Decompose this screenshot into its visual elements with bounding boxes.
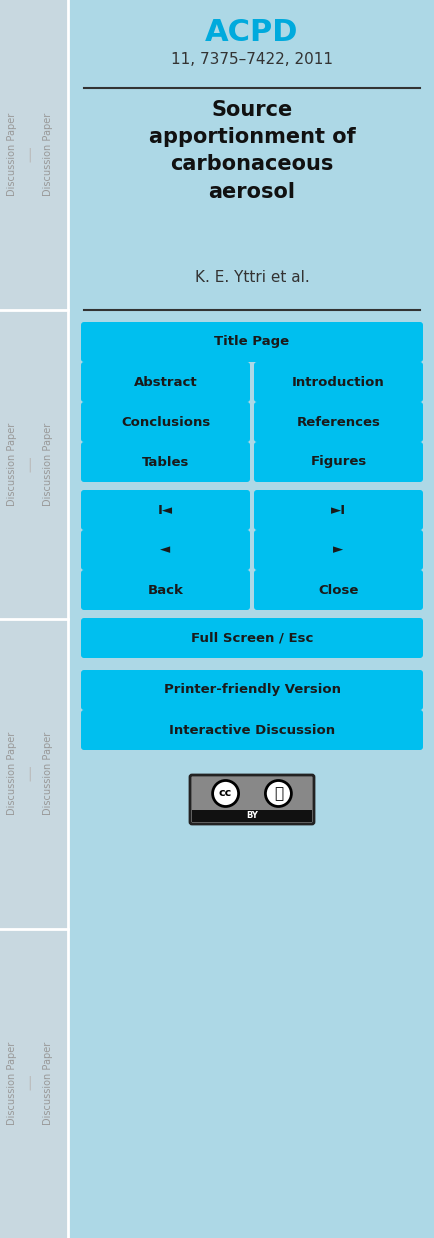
FancyBboxPatch shape xyxy=(81,670,423,711)
Text: 11, 7375–7422, 2011: 11, 7375–7422, 2011 xyxy=(171,52,333,67)
FancyBboxPatch shape xyxy=(81,361,250,402)
FancyBboxPatch shape xyxy=(254,402,423,442)
Text: |: | xyxy=(28,1076,32,1091)
FancyBboxPatch shape xyxy=(81,711,423,750)
Text: Abstract: Abstract xyxy=(134,375,197,389)
Text: Discussion Paper: Discussion Paper xyxy=(43,732,53,816)
Text: ►I: ►I xyxy=(331,504,346,516)
Text: Discussion Paper: Discussion Paper xyxy=(43,1041,53,1125)
Text: Discussion Paper: Discussion Paper xyxy=(7,422,17,506)
FancyBboxPatch shape xyxy=(81,569,250,610)
Text: Figures: Figures xyxy=(310,456,367,468)
Text: BY: BY xyxy=(246,811,258,821)
Text: ACPD: ACPD xyxy=(205,19,299,47)
FancyBboxPatch shape xyxy=(254,442,423,482)
Text: Close: Close xyxy=(318,583,358,597)
Text: ⓘ: ⓘ xyxy=(274,786,283,801)
Text: Discussion Paper: Discussion Paper xyxy=(43,113,53,197)
Text: Full Screen / Esc: Full Screen / Esc xyxy=(191,631,313,645)
Text: |: | xyxy=(28,147,32,162)
Text: Discussion Paper: Discussion Paper xyxy=(7,1041,17,1125)
FancyBboxPatch shape xyxy=(81,490,250,530)
FancyBboxPatch shape xyxy=(254,361,423,402)
Text: Discussion Paper: Discussion Paper xyxy=(43,422,53,506)
Text: |: | xyxy=(28,457,32,472)
FancyBboxPatch shape xyxy=(254,490,423,530)
Text: Source
apportionment of
carbonaceous
aerosol: Source apportionment of carbonaceous aer… xyxy=(148,100,355,202)
FancyBboxPatch shape xyxy=(254,530,423,569)
Bar xyxy=(192,810,312,822)
Text: Printer-friendly Version: Printer-friendly Version xyxy=(164,683,341,697)
Text: Introduction: Introduction xyxy=(292,375,385,389)
Text: |: | xyxy=(28,766,32,781)
FancyBboxPatch shape xyxy=(81,442,250,482)
Bar xyxy=(0,0,68,1238)
Text: I◄: I◄ xyxy=(158,504,173,516)
Text: K. E. Yttri et al.: K. E. Yttri et al. xyxy=(194,270,309,285)
Text: Discussion Paper: Discussion Paper xyxy=(7,732,17,816)
FancyBboxPatch shape xyxy=(190,775,314,825)
Text: Title Page: Title Page xyxy=(214,335,289,349)
FancyBboxPatch shape xyxy=(81,402,250,442)
Circle shape xyxy=(213,780,239,806)
Text: ◄: ◄ xyxy=(161,543,171,557)
Text: Back: Back xyxy=(148,583,184,597)
FancyBboxPatch shape xyxy=(254,569,423,610)
Text: Interactive Discussion: Interactive Discussion xyxy=(169,723,335,737)
Text: ►: ► xyxy=(333,543,344,557)
FancyBboxPatch shape xyxy=(81,530,250,569)
FancyBboxPatch shape xyxy=(81,322,423,361)
Text: cc: cc xyxy=(219,789,232,799)
FancyBboxPatch shape xyxy=(81,618,423,659)
Text: References: References xyxy=(296,416,381,428)
Text: Conclusions: Conclusions xyxy=(121,416,210,428)
Text: Tables: Tables xyxy=(142,456,189,468)
Circle shape xyxy=(266,780,291,806)
Text: Discussion Paper: Discussion Paper xyxy=(7,113,17,197)
